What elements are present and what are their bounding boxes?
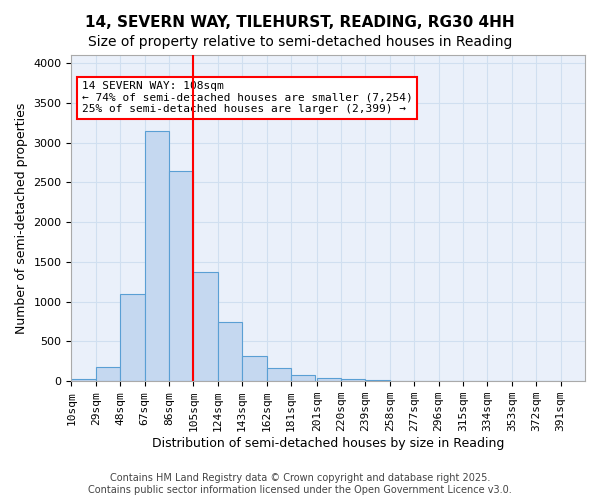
Bar (218, 322, 242, 381)
Text: 14, SEVERN WAY, TILEHURST, READING, RG30 4HH: 14, SEVERN WAY, TILEHURST, READING, RG30… (85, 15, 515, 30)
Bar (96, 367, 120, 381)
Bar (120, 294, 145, 381)
Bar (242, 356, 266, 381)
X-axis label: Distribution of semi-detached houses by size in Reading: Distribution of semi-detached houses by … (152, 437, 505, 450)
Bar (341, 379, 365, 381)
Text: Size of property relative to semi-detached houses in Reading: Size of property relative to semi-detach… (88, 35, 512, 49)
Bar (266, 368, 291, 381)
Bar (193, 272, 218, 381)
Bar (71, 379, 96, 381)
Y-axis label: Number of semi-detached properties: Number of semi-detached properties (15, 102, 28, 334)
Text: 14 SEVERN WAY: 108sqm
← 74% of semi-detached houses are smaller (7,254)
25% of s: 14 SEVERN WAY: 108sqm ← 74% of semi-deta… (82, 81, 412, 114)
Bar (291, 376, 316, 381)
Bar (365, 380, 390, 381)
Bar (317, 378, 341, 381)
Bar (169, 171, 193, 381)
Text: Contains HM Land Registry data © Crown copyright and database right 2025.
Contai: Contains HM Land Registry data © Crown c… (88, 474, 512, 495)
Bar (145, 130, 169, 381)
